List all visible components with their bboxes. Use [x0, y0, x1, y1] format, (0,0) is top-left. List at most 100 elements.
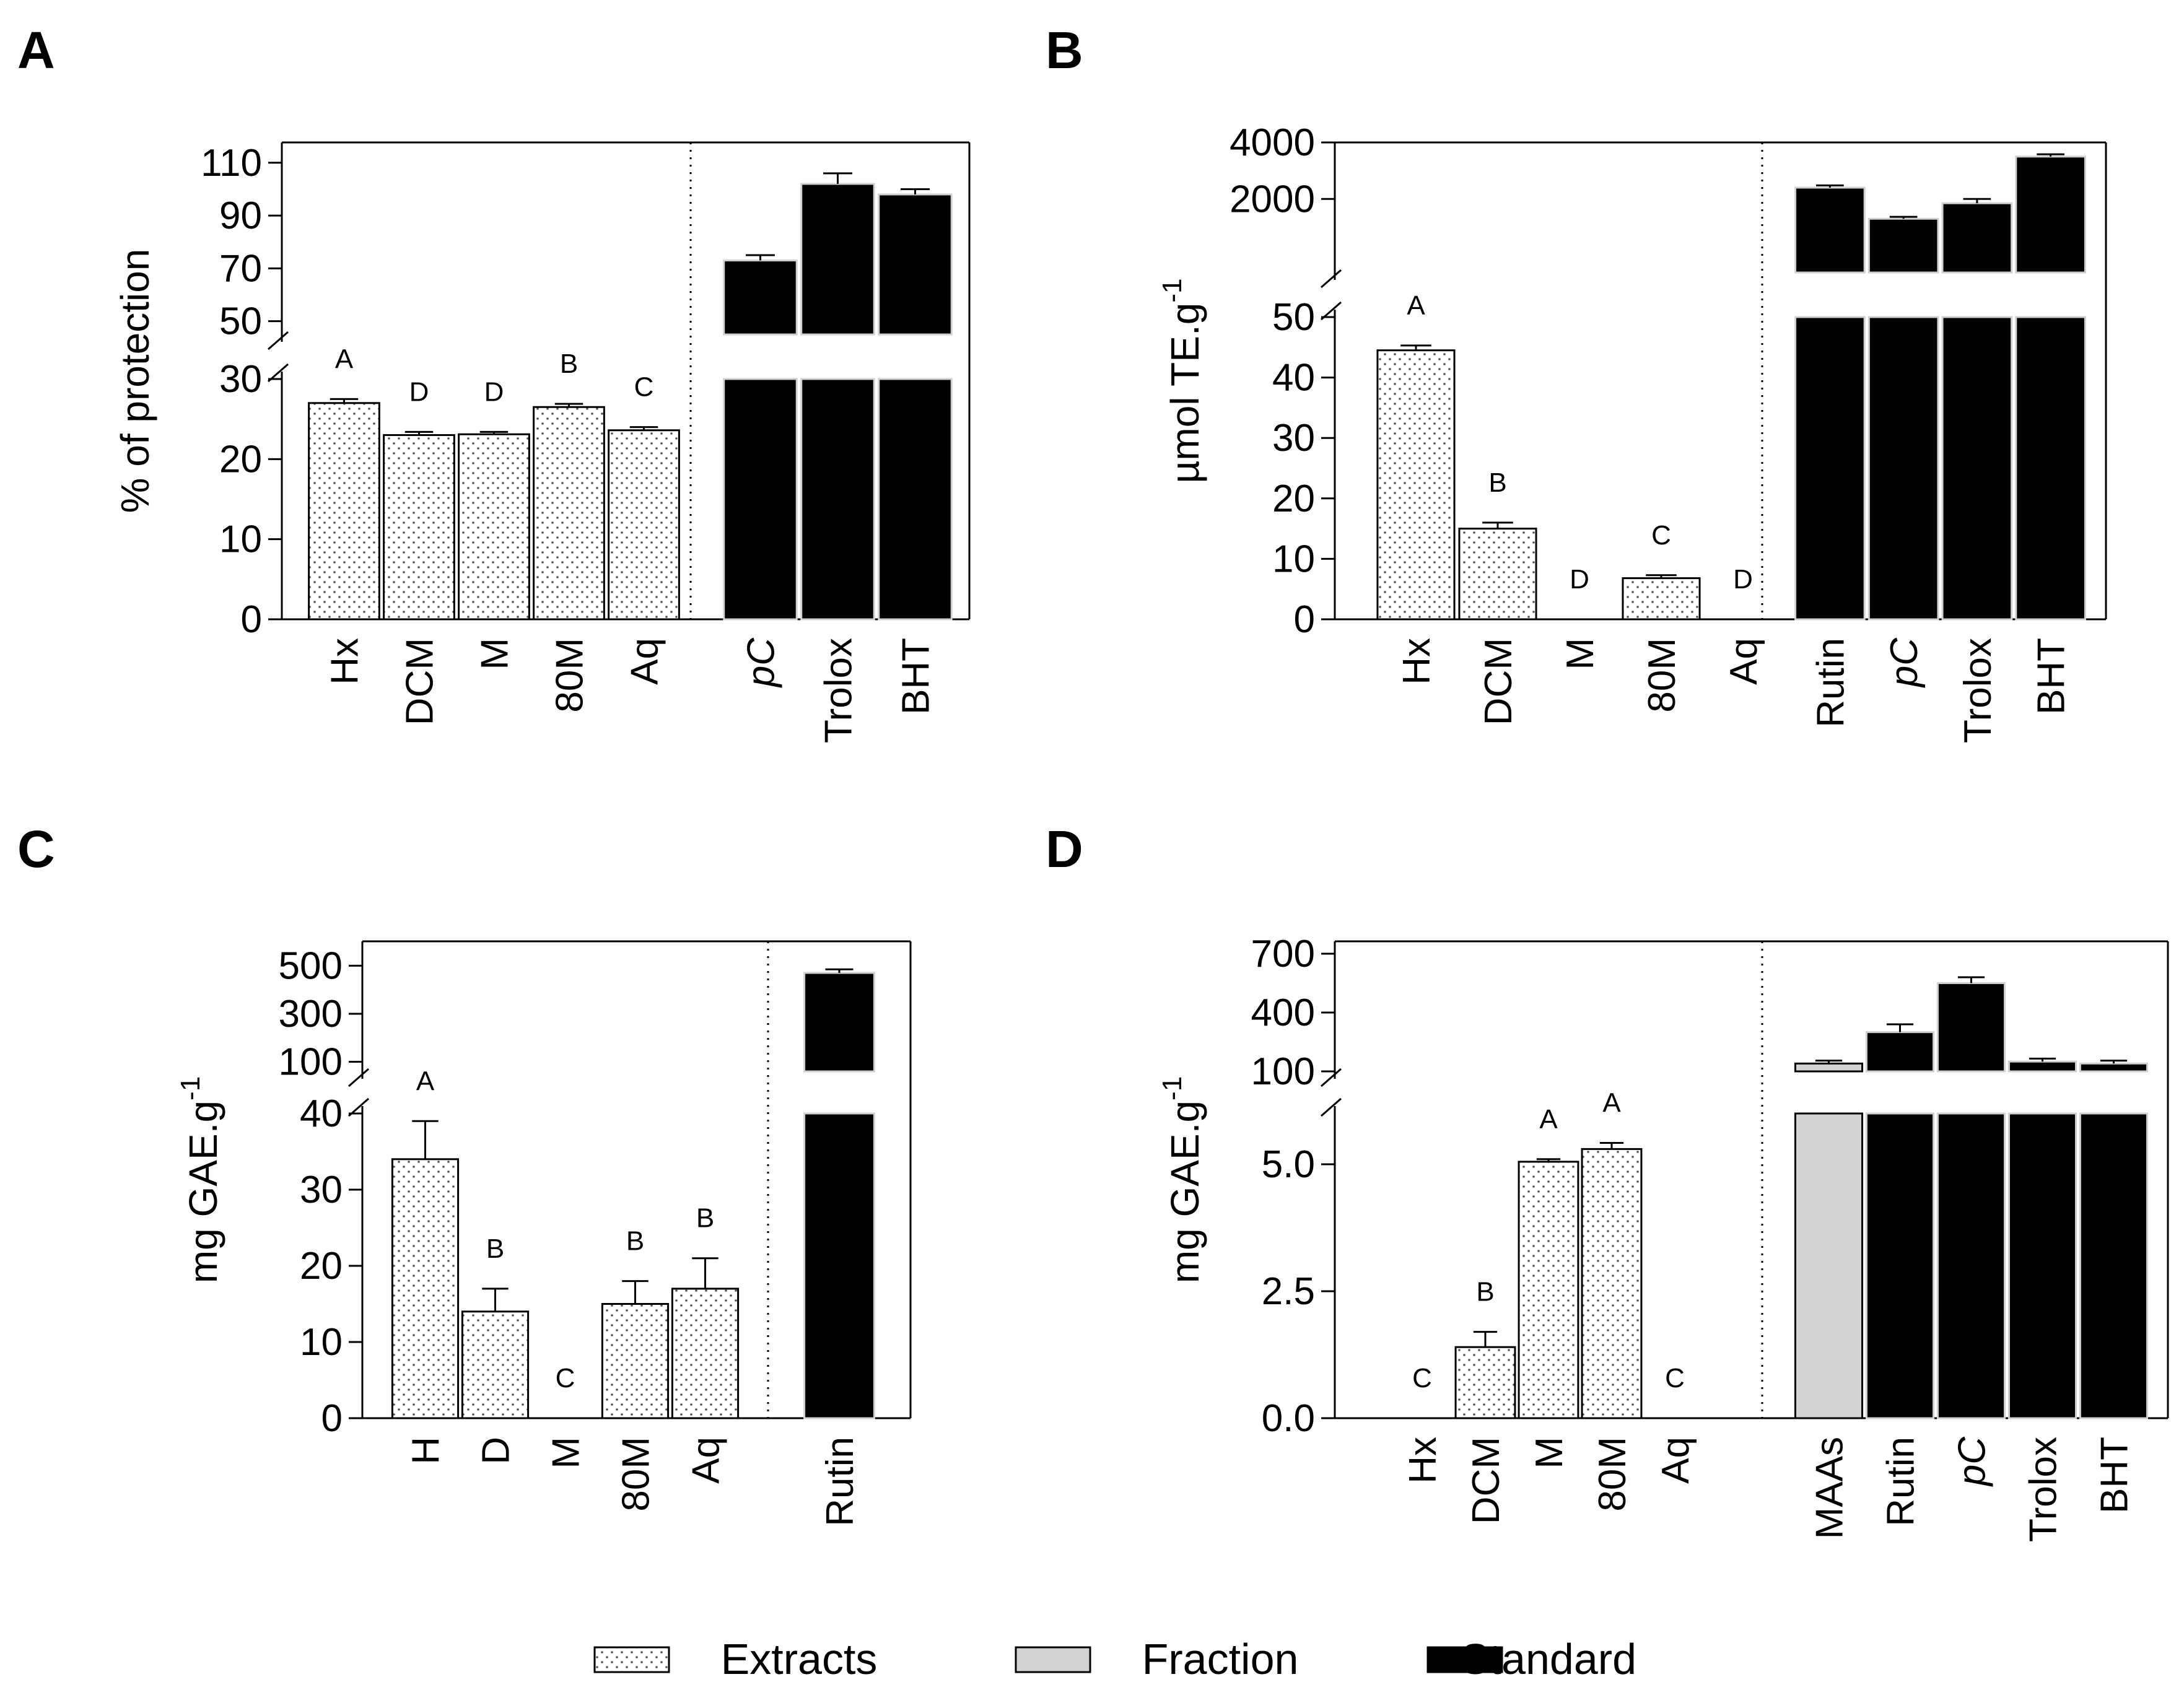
- category-label: Trolox: [2022, 1437, 2065, 1542]
- category-label: DCM: [1477, 638, 1520, 725]
- y-axis-label-text: mg GAE.g: [1163, 1100, 1207, 1283]
- y-tick-label: 300: [279, 993, 343, 1035]
- bar-DCM: [1458, 528, 1537, 621]
- bar-80M: [533, 406, 605, 621]
- legend-label: Standard: [1461, 1635, 1636, 1683]
- legend-swatch-standard: [1426, 1646, 1503, 1673]
- bar-80M: [1622, 577, 1701, 621]
- category-label: Aq: [1654, 1437, 1697, 1484]
- bar-pC-lower: [1867, 316, 1939, 621]
- significance-letter: D: [1570, 564, 1589, 595]
- y-tick-label: 0: [1294, 598, 1315, 641]
- bar-Trolox-upper: [2007, 1060, 2077, 1073]
- significance-letter: A: [335, 344, 354, 374]
- category-label: DCM: [1465, 1437, 1508, 1524]
- y-tick-label: 5.0: [1262, 1143, 1315, 1186]
- bar-BHT-lower: [2015, 316, 2086, 621]
- y-tick-label: 400: [1251, 991, 1315, 1034]
- category-label: BHT: [2094, 1437, 2136, 1514]
- category-label: pC: [740, 637, 783, 688]
- axis-break-mark: [348, 1068, 369, 1087]
- significance-letter: C: [1665, 1363, 1685, 1393]
- y-tick-label: 110: [201, 142, 262, 185]
- axis-break-mark: [1321, 269, 1342, 289]
- category-label: Rutin: [819, 1437, 862, 1527]
- y-tick-label: 50: [1272, 296, 1315, 339]
- significance-letter: A: [1407, 290, 1425, 321]
- bar-Trolox-lower: [800, 378, 875, 621]
- bar-BHT-upper: [2079, 1062, 2149, 1073]
- significance-letter: C: [634, 372, 654, 403]
- category-label: M: [1528, 1437, 1571, 1469]
- y-axis-label-superscript: -1: [175, 1076, 206, 1100]
- y-tick-label: 100: [279, 1040, 343, 1083]
- bar-DCM: [1454, 1346, 1516, 1419]
- bar-Rutin-upper: [1794, 186, 1866, 274]
- axis-break-mark: [1321, 1097, 1342, 1117]
- panel-letter: C: [17, 820, 55, 878]
- category-label: pC: [1951, 1436, 1994, 1487]
- y-tick-label: 2.5: [1262, 1270, 1315, 1313]
- y-tick-label: 0.0: [1262, 1397, 1315, 1440]
- bar-DCM: [383, 434, 455, 621]
- y-tick-label: 0: [241, 598, 262, 641]
- y-axis-label: µmol TE.g-1: [1157, 279, 1207, 484]
- axis-break-mark: [1321, 1068, 1342, 1087]
- category-label: Aq: [685, 1437, 728, 1484]
- category-label: pC: [1883, 637, 1926, 688]
- category-label: Hx: [1402, 1437, 1444, 1484]
- panel-letter: A: [17, 21, 55, 79]
- category-label: 80M: [1591, 1437, 1634, 1512]
- significance-letter: A: [416, 1066, 435, 1096]
- significance-letter: C: [1412, 1363, 1432, 1393]
- axis-break-mark: [268, 331, 289, 351]
- y-tick-label: 30: [1272, 417, 1315, 460]
- significance-letter: A: [1539, 1104, 1558, 1135]
- legend: Extracts Fraction Standard: [593, 1635, 1636, 1683]
- bar-Trolox-lower: [1941, 316, 2013, 621]
- bar-BHT-upper: [2015, 155, 2086, 274]
- significance-letter: C: [556, 1363, 575, 1393]
- y-tick-label: 30: [300, 1169, 343, 1211]
- y-tick-label: 2000: [1230, 178, 1315, 220]
- y-tick-label: 20: [300, 1245, 343, 1288]
- significance-letter: B: [1488, 468, 1506, 498]
- category-label: M: [474, 638, 517, 670]
- bar-Rutin-lower: [1794, 316, 1866, 621]
- category-label: Hx: [324, 638, 367, 685]
- panel-C: C 0 10 20 30 40 100 300 500 mg GAE.g-1 A H B D C M B 80M B…: [17, 820, 912, 1527]
- y-tick-label: 10: [300, 1321, 343, 1364]
- panel-letter: D: [1046, 820, 1083, 878]
- bar-Trolox-upper: [1941, 202, 2013, 274]
- bar-80M: [601, 1303, 670, 1419]
- significance-letter: B: [626, 1226, 644, 1257]
- category-label: 80M: [549, 638, 592, 713]
- y-tick-label: 20: [219, 438, 262, 481]
- y-tick-label: 50: [219, 300, 262, 343]
- category-label: Trolox: [818, 638, 860, 743]
- bar-M: [1518, 1161, 1579, 1419]
- significance-letter: B: [696, 1203, 714, 1234]
- category-label: Aq: [624, 638, 666, 685]
- legend-swatch-extracts: [593, 1646, 670, 1673]
- panel-D: D 0.0 2.5 5.0 100 400 700 mg GAE.g-1 C Hx B DCM A M A 8…: [1046, 820, 2169, 1542]
- panel-letter: B: [1046, 21, 1083, 79]
- bar-Rutin-upper: [803, 972, 875, 1073]
- bar-pC-lower: [723, 378, 798, 621]
- y-tick-label: 20: [1272, 477, 1315, 520]
- category-label: Trolox: [1957, 638, 1999, 743]
- significance-letter: B: [486, 1234, 504, 1264]
- significance-letter: D: [484, 377, 504, 407]
- legend-label: Fraction: [1142, 1635, 1299, 1683]
- bar-Trolox-upper: [800, 183, 875, 336]
- bar-Hx: [1376, 349, 1456, 621]
- category-label: Rutin: [1880, 1437, 1923, 1527]
- panel-B: B 0 10 20 30 40 50 2000 4000 µmol TE.g-1 A Hx B DCM D M…: [1046, 21, 2107, 743]
- category-label: Hx: [1396, 638, 1438, 685]
- y-tick-label: 40: [300, 1092, 343, 1135]
- bar-pC-upper: [723, 259, 798, 336]
- bar-Rutin-lower: [803, 1112, 875, 1419]
- bar-MAAs-upper: [1794, 1062, 1864, 1073]
